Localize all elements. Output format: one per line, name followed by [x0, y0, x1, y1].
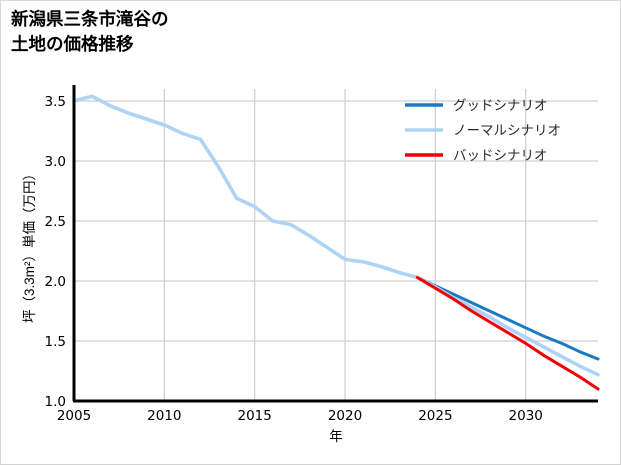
- y-tick-label: 3.0: [45, 154, 66, 170]
- tick-labels: 1.0 1.5 2.0 2.5 3.0 3.5 2005 2010 2015 2020 2025 20…: [45, 94, 543, 424]
- x-tick-label: 2020: [328, 408, 362, 424]
- x-tick-label: 2005: [57, 408, 91, 424]
- series-line-0: [415, 275, 600, 361]
- series-lines: [72, 94, 600, 391]
- legend-label-1: ノーマルシナリオ: [453, 123, 561, 138]
- axes: [72, 85, 598, 403]
- x-tick-label: 2010: [147, 408, 181, 424]
- y-axis-title: 坪（3.3m²）単価（万円）: [22, 167, 37, 323]
- series-line-1: [72, 94, 600, 377]
- y-tick-label: 1.0: [45, 394, 66, 410]
- x-axis-title: 年: [329, 429, 343, 444]
- y-tick-label: 2.0: [45, 274, 66, 290]
- x-tick-label: 2015: [238, 408, 272, 424]
- y-tick-label: 3.5: [45, 94, 66, 110]
- x-tick-label: 2030: [509, 408, 543, 424]
- y-tick-label: 2.5: [45, 214, 66, 230]
- x-tick-label: 2025: [418, 408, 452, 424]
- series-line-2: [415, 275, 600, 391]
- axis-titles: 年 坪（3.3m²）単価（万円）: [22, 167, 343, 444]
- legend-label-2: バッドシナリオ: [453, 148, 548, 163]
- y-tick-label: 1.5: [45, 334, 66, 350]
- page-title: 新潟県三条市滝谷の 土地の価格推移: [11, 9, 169, 55]
- legend-label-0: グッドシナリオ: [453, 98, 548, 113]
